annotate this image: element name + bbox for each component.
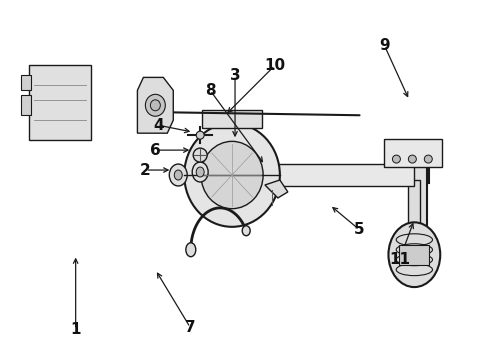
Bar xyxy=(21,75,31,90)
Ellipse shape xyxy=(242,226,250,236)
Text: 9: 9 xyxy=(379,38,390,53)
Ellipse shape xyxy=(193,148,207,162)
Text: 1: 1 xyxy=(71,322,81,337)
Bar xyxy=(29,66,91,140)
Text: 11: 11 xyxy=(389,252,410,267)
Bar xyxy=(385,139,442,167)
Bar xyxy=(21,95,31,115)
Text: 2: 2 xyxy=(140,162,151,177)
Text: 3: 3 xyxy=(230,68,241,83)
Ellipse shape xyxy=(150,100,160,111)
Ellipse shape xyxy=(184,123,280,227)
Text: 6: 6 xyxy=(150,143,161,158)
Ellipse shape xyxy=(408,155,416,163)
Text: 8: 8 xyxy=(205,83,216,98)
Ellipse shape xyxy=(424,155,432,163)
Ellipse shape xyxy=(192,162,208,182)
Bar xyxy=(202,110,262,128)
Ellipse shape xyxy=(389,222,440,287)
Bar xyxy=(415,167,429,183)
Ellipse shape xyxy=(146,94,165,116)
Ellipse shape xyxy=(174,170,182,180)
Polygon shape xyxy=(137,77,173,133)
Ellipse shape xyxy=(201,141,263,209)
Bar xyxy=(255,164,415,186)
Ellipse shape xyxy=(392,155,400,163)
Polygon shape xyxy=(265,180,288,198)
Ellipse shape xyxy=(186,243,196,257)
Text: 5: 5 xyxy=(354,222,365,237)
Bar xyxy=(399,245,429,265)
Text: 10: 10 xyxy=(264,58,286,73)
Bar xyxy=(408,180,420,224)
Bar xyxy=(412,167,427,270)
Ellipse shape xyxy=(196,167,204,177)
Text: 7: 7 xyxy=(185,320,196,335)
Ellipse shape xyxy=(196,131,204,139)
Ellipse shape xyxy=(169,164,187,186)
Text: 4: 4 xyxy=(153,118,164,133)
